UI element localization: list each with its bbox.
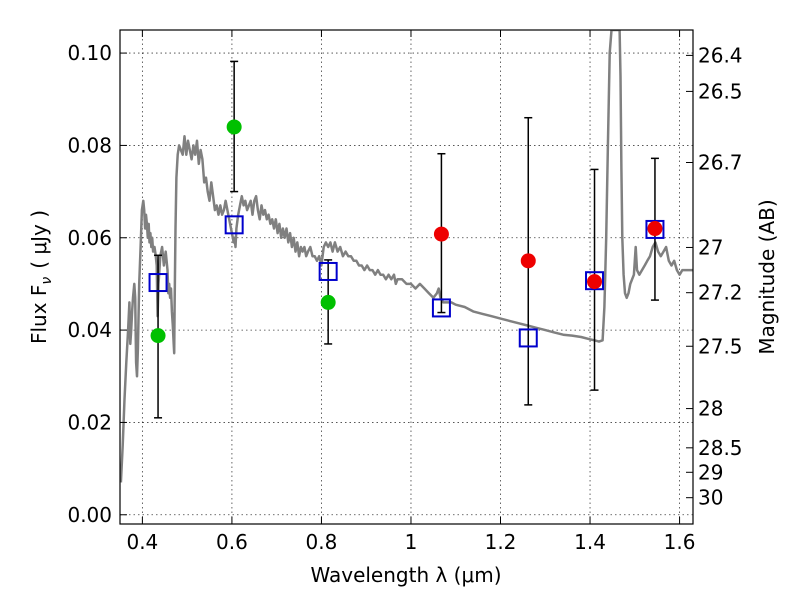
marker-layer — [148, 60, 665, 419]
detection-point — [226, 119, 242, 135]
plot-background — [120, 30, 693, 524]
y-axis-label-unit: ( μJy ) — [27, 210, 51, 269]
mag-tick-label: 26.5 — [698, 79, 743, 103]
detection-point — [150, 328, 166, 344]
y-tick-label: 0.00 — [67, 503, 112, 527]
y-tick-label: 0.04 — [67, 318, 112, 342]
x-axis-label: Wavelength λ (μm) — [310, 563, 501, 587]
detection-point — [587, 274, 603, 290]
mag-tick-label: 28.5 — [698, 436, 743, 460]
data-layer — [120, 30, 693, 483]
y-tick-label: 0.08 — [67, 133, 112, 157]
x-tick-label: 1.2 — [485, 530, 517, 554]
detection-point — [433, 226, 449, 242]
x-tick-label: 0.8 — [306, 530, 338, 554]
model-photometry-square — [518, 328, 538, 348]
x-tick-label: 1.4 — [574, 530, 606, 554]
grid — [120, 30, 693, 524]
model-photometry-square — [431, 298, 451, 318]
mag-tick-label: 26.7 — [698, 151, 743, 175]
model-photometry-square — [318, 261, 338, 281]
y-axis-label-sub: ν — [39, 277, 55, 285]
mag-tick-label: 27 — [698, 235, 723, 259]
detection-point — [320, 294, 336, 310]
mag-tick-label: 27.2 — [698, 281, 743, 305]
detection-point — [520, 253, 536, 269]
y-tick-label: 0.10 — [67, 41, 112, 65]
y2-axis-label: Magnitude (AB) — [755, 199, 779, 354]
plot-frame — [119, 29, 694, 525]
mag-tick-label: 28 — [698, 397, 723, 421]
model-photometry-square — [585, 271, 605, 291]
mag-tick-label: 30 — [698, 486, 723, 510]
ticks: 0.4 0.6 0.8 1 1.2 1.4 1.6 0.00 0.02 0.04 0.06 0.08 0… — [67, 30, 743, 554]
y-tick-label: 0.06 — [67, 226, 112, 250]
mag-tick-label: 27.5 — [698, 334, 743, 358]
model-photometry-square — [148, 273, 168, 293]
y-axis-label-main: Flux F — [27, 285, 51, 344]
mag-tick-label: 29 — [698, 460, 723, 484]
x-tick-label: 1.6 — [664, 530, 696, 554]
model-photometry-square — [224, 215, 244, 235]
mag-tick-label: 26.4 — [698, 43, 743, 67]
y-tick-label: 0.02 — [67, 410, 112, 434]
model-photometry-square — [645, 219, 665, 239]
model-spectrum-line — [120, 30, 693, 483]
x-tick-label: 0.4 — [126, 530, 158, 554]
x-tick-label: 0.6 — [216, 530, 248, 554]
x-tick-label: 1 — [405, 530, 418, 554]
y-axis-label: Flux Fν ( μJy ) — [27, 210, 55, 344]
detection-point — [647, 221, 663, 237]
